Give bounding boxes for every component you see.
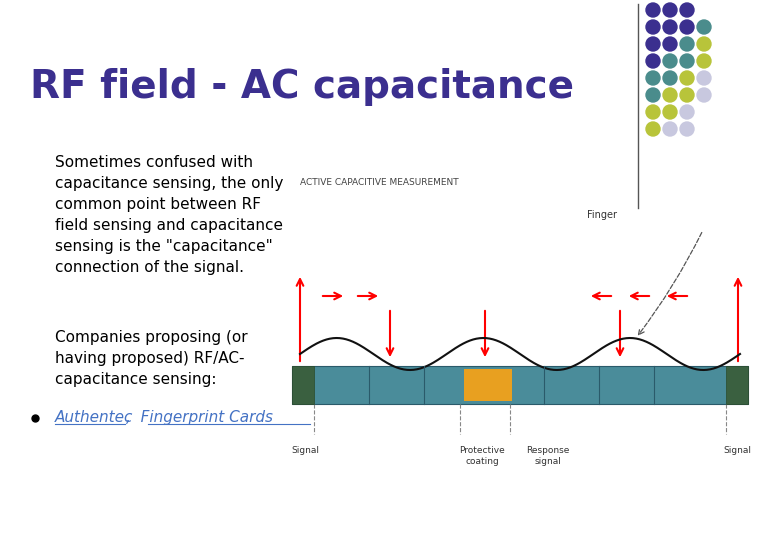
Circle shape bbox=[663, 88, 677, 102]
Circle shape bbox=[646, 3, 660, 17]
Circle shape bbox=[680, 71, 694, 85]
Bar bbox=[292, 366, 314, 404]
Circle shape bbox=[680, 54, 694, 68]
Circle shape bbox=[663, 54, 677, 68]
Text: RF field - AC capacitance: RF field - AC capacitance bbox=[30, 68, 574, 106]
Text: Authentec: Authentec bbox=[55, 410, 133, 425]
Text: Response
signal: Response signal bbox=[526, 446, 569, 466]
Circle shape bbox=[663, 3, 677, 17]
Circle shape bbox=[663, 71, 677, 85]
Circle shape bbox=[646, 88, 660, 102]
Circle shape bbox=[663, 105, 677, 119]
Circle shape bbox=[680, 3, 694, 17]
Circle shape bbox=[663, 20, 677, 34]
Circle shape bbox=[697, 71, 711, 85]
Circle shape bbox=[663, 37, 677, 51]
Circle shape bbox=[646, 37, 660, 51]
Circle shape bbox=[646, 20, 660, 34]
Text: ,  Fingerprint Cards: , Fingerprint Cards bbox=[126, 410, 273, 425]
Text: Sometimes confused with
capacitance sensing, the only
common point between RF
fi: Sometimes confused with capacitance sens… bbox=[55, 155, 283, 275]
Circle shape bbox=[697, 88, 711, 102]
Bar bbox=[464, 369, 512, 401]
Circle shape bbox=[646, 122, 660, 136]
Circle shape bbox=[680, 88, 694, 102]
Circle shape bbox=[646, 54, 660, 68]
Text: Protective
coating: Protective coating bbox=[459, 446, 505, 466]
Text: Signal: Signal bbox=[723, 446, 751, 455]
Bar bbox=[726, 366, 748, 404]
Bar bbox=[292, 366, 748, 404]
Text: Companies proposing (or
having proposed) RF/AC-
capacitance sensing:: Companies proposing (or having proposed)… bbox=[55, 330, 247, 387]
Circle shape bbox=[646, 71, 660, 85]
Circle shape bbox=[646, 105, 660, 119]
Text: ACTIVE CAPACITIVE MEASUREMENT: ACTIVE CAPACITIVE MEASUREMENT bbox=[300, 178, 459, 187]
Circle shape bbox=[680, 20, 694, 34]
Circle shape bbox=[697, 37, 711, 51]
Circle shape bbox=[680, 37, 694, 51]
Text: Finger: Finger bbox=[587, 210, 617, 220]
Circle shape bbox=[697, 54, 711, 68]
Circle shape bbox=[697, 20, 711, 34]
Circle shape bbox=[680, 105, 694, 119]
Circle shape bbox=[680, 122, 694, 136]
Circle shape bbox=[663, 122, 677, 136]
Text: Signal: Signal bbox=[291, 446, 319, 455]
